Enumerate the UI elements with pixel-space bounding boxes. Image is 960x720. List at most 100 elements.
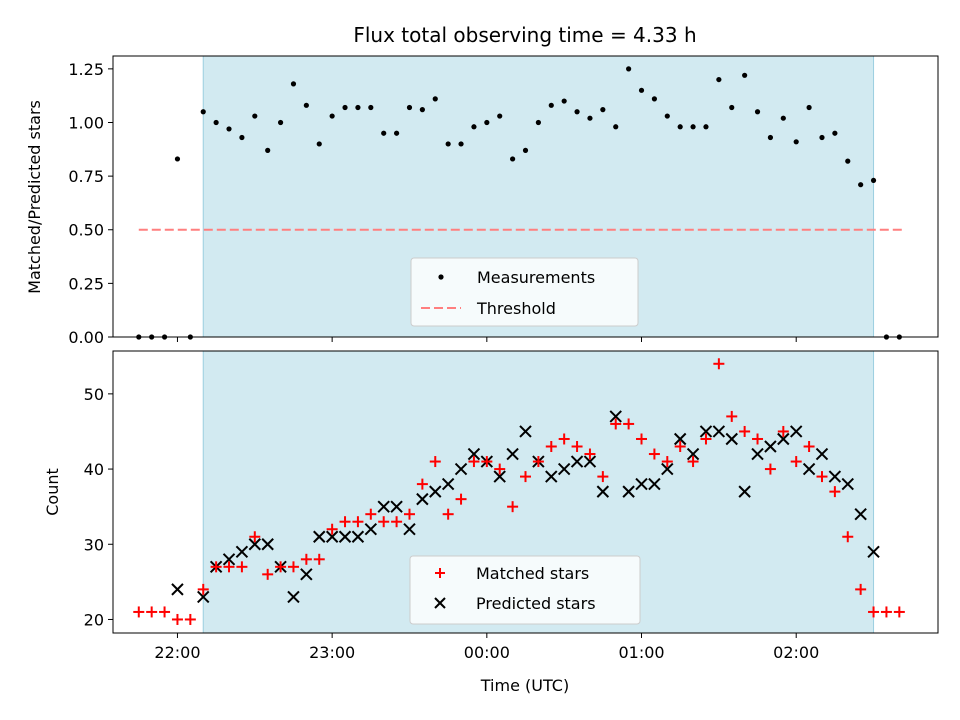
matched-star-point xyxy=(275,561,287,573)
predicted-star-point xyxy=(802,462,816,476)
matched-star-point xyxy=(661,456,673,468)
matched-star-point xyxy=(713,358,725,370)
measurement-point xyxy=(548,102,554,108)
measurement-point xyxy=(484,119,490,126)
matched-star-point xyxy=(507,501,519,513)
measurement-point xyxy=(522,147,529,153)
bottom-x-tick-label: 00:00 xyxy=(464,643,510,662)
predicted-star-point xyxy=(712,425,726,438)
matched-star-point xyxy=(133,606,145,618)
measurement-point xyxy=(664,113,670,119)
bottom-y-tick-label: 40 xyxy=(84,460,104,479)
matched-star-point xyxy=(855,583,867,595)
matched-star-point xyxy=(391,516,403,528)
matched-star-point xyxy=(455,493,467,505)
predicted-star-point xyxy=(441,477,455,491)
matched-star-point xyxy=(287,561,299,573)
predicted-star-point xyxy=(197,590,210,604)
measurement-point xyxy=(858,182,864,188)
predicted-star-point xyxy=(351,530,365,543)
measurement-point xyxy=(277,119,284,126)
measurement-point xyxy=(419,107,425,113)
predicted-star-point xyxy=(867,545,880,558)
bottom-y-axis-label: Count xyxy=(43,468,62,516)
legend-matched-label: Matched stars xyxy=(476,564,589,583)
measurement-point xyxy=(754,109,761,115)
matched-star-point xyxy=(842,531,854,543)
matched-star-point xyxy=(700,433,712,445)
predicted-star-point xyxy=(622,485,635,498)
legend-predicted-label: Predicted stars xyxy=(476,594,596,613)
top-y-tick-label: 1.00 xyxy=(68,113,104,132)
matched-star-point xyxy=(313,553,325,565)
matched-star-point xyxy=(429,456,441,468)
matched-star-point xyxy=(378,516,390,528)
predicted-star-point xyxy=(493,470,506,483)
measurement-point xyxy=(510,156,516,162)
predicted-star-point xyxy=(570,455,584,468)
matched-star-point xyxy=(584,448,596,460)
measurement-point xyxy=(213,119,219,126)
predicted-star-point xyxy=(222,553,236,566)
measurement-point xyxy=(316,141,322,147)
matched-star-point xyxy=(197,583,209,595)
top-legend: Measurements Threshold xyxy=(410,257,639,327)
matched-star-point xyxy=(726,410,738,422)
predicted-star-point xyxy=(506,447,519,461)
measurement-point xyxy=(458,141,464,147)
measurement-point xyxy=(587,115,593,121)
matched-star-point xyxy=(403,508,415,520)
legend-threshold-label: Threshold xyxy=(476,299,556,318)
predicted-star-point xyxy=(287,590,300,604)
measurement-point xyxy=(368,104,374,111)
matched-star-point xyxy=(636,433,648,445)
matched-star-point xyxy=(520,471,531,483)
matched-star-point xyxy=(532,456,544,468)
top-y-tick-label: 0.00 xyxy=(68,328,104,347)
measurement-point xyxy=(303,102,309,108)
measurement-point xyxy=(239,134,245,141)
matched-star-point xyxy=(494,463,506,475)
matched-star-point xyxy=(829,486,841,498)
top-chart-title: Flux total observing time = 4.33 h xyxy=(353,23,696,47)
measurement-point xyxy=(265,147,271,153)
measurement-point xyxy=(252,113,258,119)
predicted-star-point xyxy=(338,530,352,543)
bottom-x-tick-label: 23:00 xyxy=(309,643,355,662)
matched-star-point xyxy=(171,613,183,625)
bottom-legend: Matched stars Predicted stars xyxy=(409,555,641,625)
top-y-tick-label: 0.50 xyxy=(68,221,104,240)
matched-star-point xyxy=(545,441,557,453)
top-axes-frame xyxy=(112,55,939,338)
measurement-point xyxy=(690,124,696,130)
predicted-star-point xyxy=(248,538,262,551)
matched-star-point xyxy=(880,606,892,618)
matched-star-point xyxy=(648,448,660,460)
bottom-y-axis: 20 30 40 50 xyxy=(84,385,113,629)
measurement-point xyxy=(445,141,451,147)
measurement-point xyxy=(767,134,774,141)
matched-star-point xyxy=(777,425,789,437)
predicted-star-point xyxy=(609,410,622,423)
predicted-star-point xyxy=(467,447,481,461)
bottom-y-tick-label: 50 xyxy=(84,385,104,404)
top-y-tick-label: 1.25 xyxy=(68,60,104,79)
predicted-star-point xyxy=(673,432,687,446)
predicted-star-point xyxy=(171,583,184,596)
predicted-star-point xyxy=(261,538,274,551)
measurement-point xyxy=(703,124,709,130)
matched-star-point xyxy=(610,418,622,430)
measurement-point xyxy=(742,72,748,78)
matched-star-point xyxy=(236,561,248,573)
predicted-star-point xyxy=(313,530,326,543)
predicted-star-point xyxy=(635,477,648,491)
bottom-x-axis-label: Time (UTC) xyxy=(480,676,569,695)
predicted-star-point xyxy=(815,447,829,461)
top-y-tick-label: 0.25 xyxy=(68,274,104,293)
measurement-point xyxy=(729,104,735,111)
matched-star-point xyxy=(468,456,480,468)
measurement-point xyxy=(651,96,658,102)
legend-measurements-label: Measurements xyxy=(477,268,595,287)
measurement-point xyxy=(471,124,477,130)
